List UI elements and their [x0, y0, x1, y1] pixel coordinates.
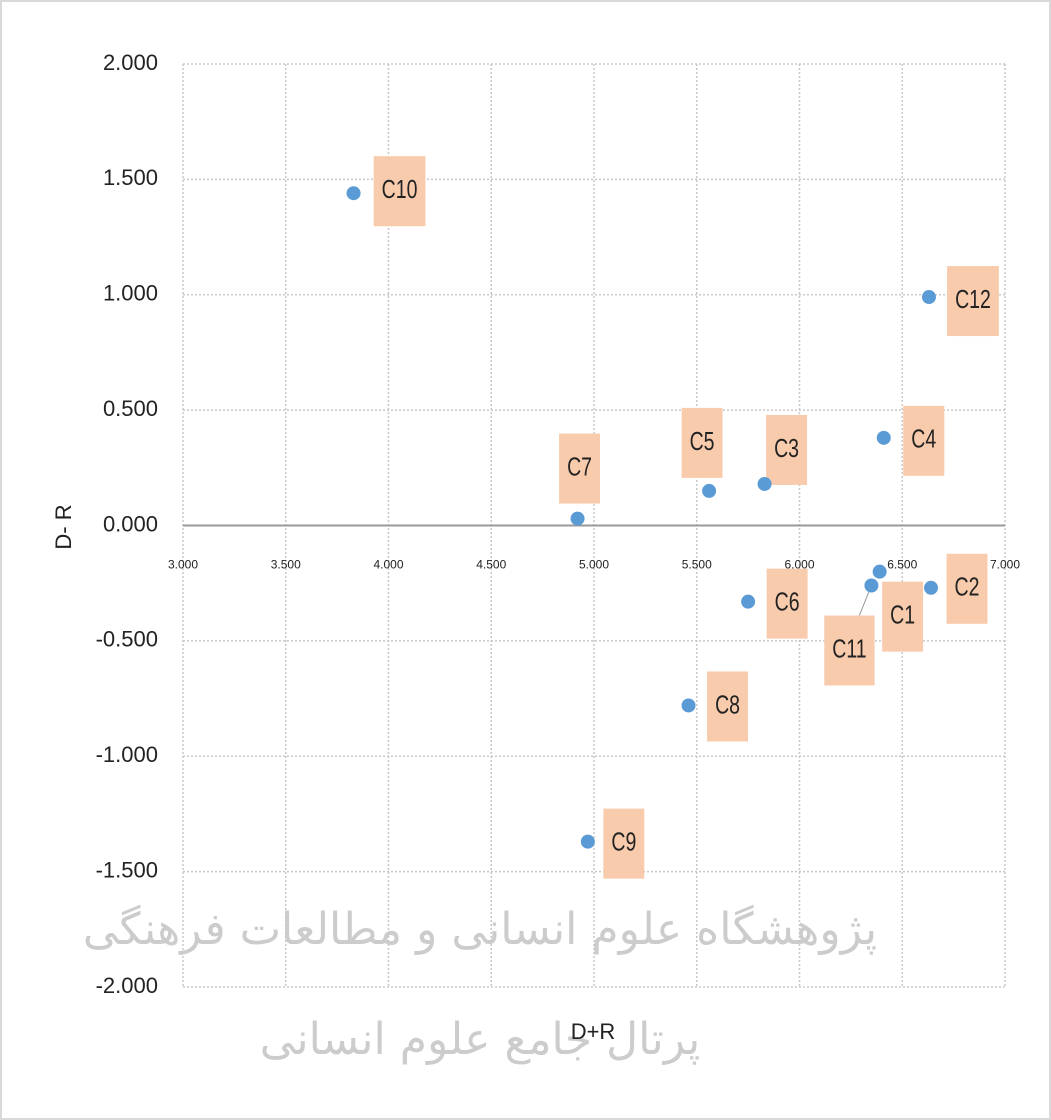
x-tick-label: 6.500 — [887, 558, 917, 572]
x-tick-label: 3.000 — [168, 558, 198, 572]
y-tick-label: -2.000 — [96, 973, 158, 998]
data-label: C4 — [911, 424, 936, 453]
y-tick-label: 2.000 — [103, 50, 158, 75]
x-tick-label: 5.500 — [682, 558, 712, 572]
x-axis-title: D+R — [571, 1019, 616, 1044]
point — [581, 835, 595, 849]
data-label: C2 — [955, 572, 980, 601]
data-label: C7 — [567, 452, 592, 481]
watermark-text: پرتال جامع علوم انسانی — [260, 1014, 701, 1065]
y-axis-title: D- R — [51, 504, 76, 549]
point — [873, 565, 887, 579]
data-label: C6 — [775, 587, 800, 616]
point — [877, 431, 891, 445]
point — [741, 595, 755, 609]
y-tick-label: -1.500 — [96, 857, 158, 882]
point — [922, 290, 936, 304]
point — [864, 578, 878, 592]
y-tick-label: 0.000 — [103, 511, 158, 536]
x-tick-label: 4.000 — [373, 558, 403, 572]
y-tick-label: -0.500 — [96, 627, 158, 652]
watermark: پژوهشگاه علوم انسانی و مطالعات فرهنگی پر… — [83, 904, 877, 1065]
y-tick-label: 0.500 — [103, 396, 158, 421]
y-tick-label: -1.000 — [96, 742, 158, 767]
y-tick-label: 1.000 — [103, 281, 158, 306]
y-tick-label: 1.500 — [103, 165, 158, 190]
data-label: C3 — [774, 433, 799, 462]
data-label: C1 — [890, 600, 915, 629]
x-tick-label: 5.000 — [579, 558, 609, 572]
x-tick-label: 4.500 — [476, 558, 506, 572]
chart: پژوهشگاه علوم انسانی و مطالعات فرهنگی پر… — [0, 0, 1051, 1120]
data-label: C9 — [611, 827, 636, 856]
point — [571, 512, 585, 526]
data-label: C8 — [715, 690, 740, 719]
data-label: C5 — [690, 426, 715, 455]
watermark-text: پژوهشگاه علوم انسانی و مطالعات فرهنگی — [83, 904, 877, 955]
point — [924, 581, 938, 595]
x-tick-label: 3.500 — [271, 558, 301, 572]
data-label: C10 — [382, 174, 418, 203]
x-tick-label: 7.000 — [990, 558, 1020, 572]
point — [347, 186, 361, 200]
point — [702, 484, 716, 498]
data-label: C12 — [955, 284, 991, 313]
point — [758, 477, 772, 491]
data-label: C11 — [832, 634, 866, 663]
point — [682, 698, 696, 712]
